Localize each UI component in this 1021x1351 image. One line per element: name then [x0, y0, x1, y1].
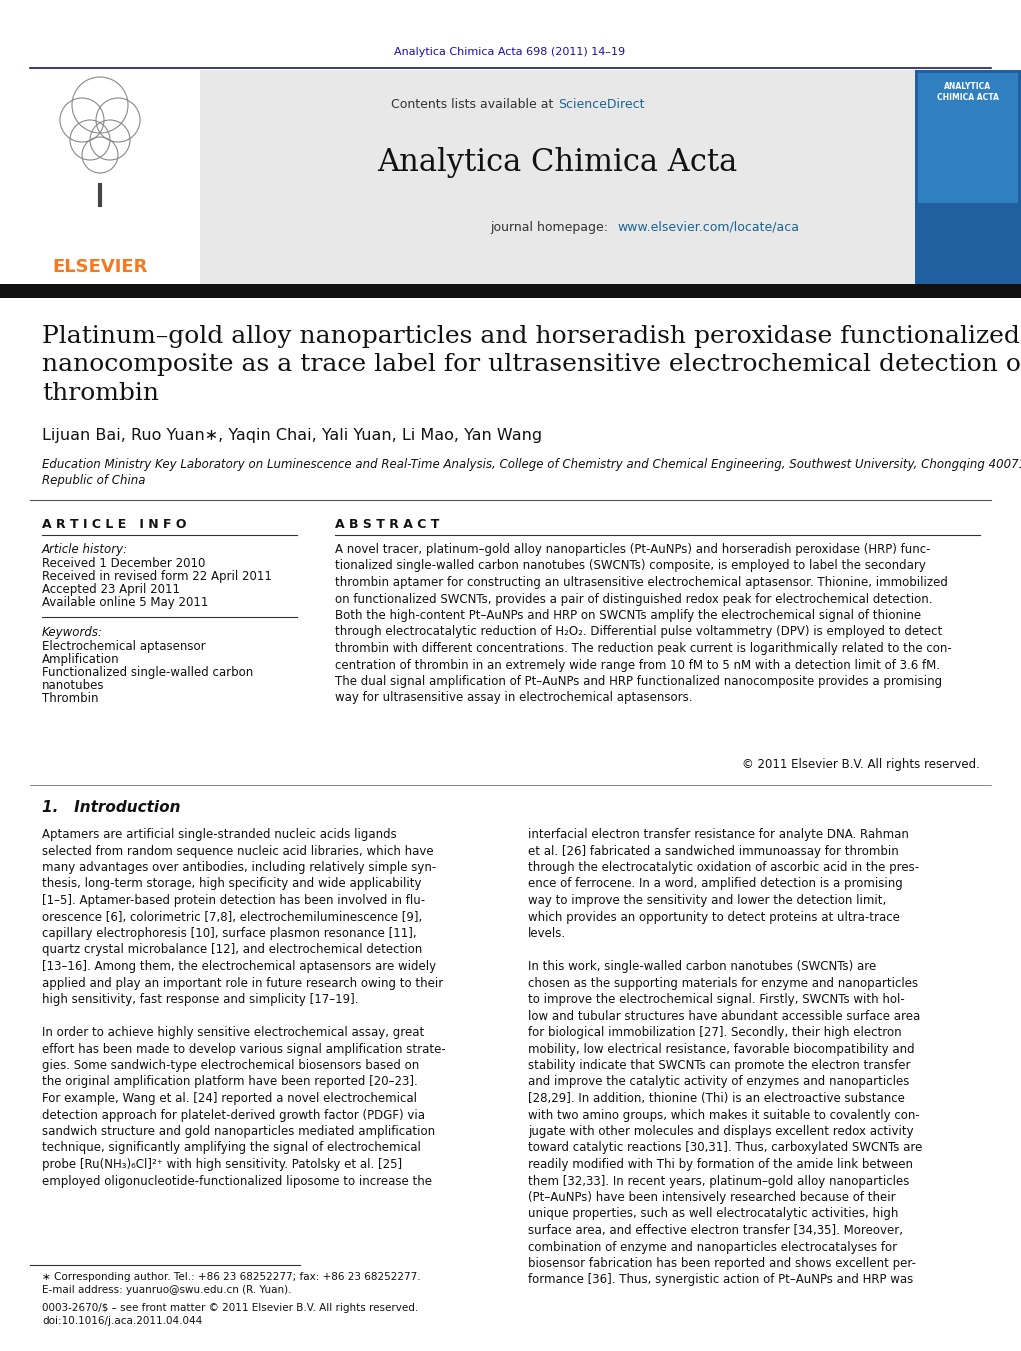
FancyBboxPatch shape	[918, 73, 1018, 203]
Text: Received in revised form 22 April 2011: Received in revised form 22 April 2011	[42, 570, 272, 584]
Text: Received 1 December 2010: Received 1 December 2010	[42, 557, 205, 570]
Text: Amplification: Amplification	[42, 653, 119, 666]
Text: 1.   Introduction: 1. Introduction	[42, 800, 181, 815]
Text: E-mail address: yuanruo@swu.edu.cn (R. Yuan).: E-mail address: yuanruo@swu.edu.cn (R. Y…	[42, 1285, 292, 1296]
Text: A B S T R A C T: A B S T R A C T	[335, 517, 439, 531]
Text: Keywords:: Keywords:	[42, 626, 103, 639]
Text: © 2011 Elsevier B.V. All rights reserved.: © 2011 Elsevier B.V. All rights reserved…	[742, 758, 980, 771]
Text: Aptamers are artificial single-stranded nucleic acids ligands
selected from rand: Aptamers are artificial single-stranded …	[42, 828, 446, 1188]
Text: Analytica Chimica Acta 698 (2011) 14–19: Analytica Chimica Acta 698 (2011) 14–19	[394, 47, 626, 57]
Text: Functionalized single-walled carbon: Functionalized single-walled carbon	[42, 666, 253, 680]
Text: www.elsevier.com/locate/aca: www.elsevier.com/locate/aca	[617, 220, 799, 234]
Text: Platinum–gold alloy nanoparticles and horseradish peroxidase functionalized
nano: Platinum–gold alloy nanoparticles and ho…	[42, 326, 1021, 405]
Text: Accepted 23 April 2011: Accepted 23 April 2011	[42, 584, 180, 596]
FancyBboxPatch shape	[0, 70, 200, 285]
Text: 0003-2670/$ – see front matter © 2011 Elsevier B.V. All rights reserved.: 0003-2670/$ – see front matter © 2011 El…	[42, 1302, 419, 1313]
Text: Article history:: Article history:	[42, 543, 128, 557]
Text: ANALYTICA
CHIMICA ACTA: ANALYTICA CHIMICA ACTA	[937, 82, 999, 103]
Text: ScienceDirect: ScienceDirect	[558, 99, 644, 112]
Text: journal homepage:: journal homepage:	[490, 220, 612, 234]
FancyBboxPatch shape	[0, 70, 1021, 285]
Text: ∗ Corresponding author. Tel.: +86 23 68252277; fax: +86 23 68252277.: ∗ Corresponding author. Tel.: +86 23 682…	[42, 1273, 421, 1282]
Text: Electrochemical aptasensor: Electrochemical aptasensor	[42, 640, 205, 653]
Text: nanotubes: nanotubes	[42, 680, 104, 692]
Text: Lijuan Bai, Ruo Yuan∗, Yaqin Chai, Yali Yuan, Li Mao, Yan Wang: Lijuan Bai, Ruo Yuan∗, Yaqin Chai, Yali …	[42, 428, 542, 443]
Text: A novel tracer, platinum–gold alloy nanoparticles (Pt-AuNPs) and horseradish per: A novel tracer, platinum–gold alloy nano…	[335, 543, 952, 704]
FancyBboxPatch shape	[915, 70, 1021, 285]
Text: Available online 5 May 2011: Available online 5 May 2011	[42, 596, 208, 609]
Text: A R T I C L E   I N F O: A R T I C L E I N F O	[42, 517, 187, 531]
Text: ELSEVIER: ELSEVIER	[52, 258, 148, 276]
Text: doi:10.1016/j.aca.2011.04.044: doi:10.1016/j.aca.2011.04.044	[42, 1316, 202, 1325]
Text: interfacial electron transfer resistance for analyte DNA. Rahman
et al. [26] fab: interfacial electron transfer resistance…	[528, 828, 922, 1286]
Text: Thrombin: Thrombin	[42, 692, 98, 705]
FancyBboxPatch shape	[0, 284, 1021, 299]
Text: Contents lists available at: Contents lists available at	[391, 99, 557, 112]
Text: Education Ministry Key Laboratory on Luminescence and Real-Time Analysis, Colleg: Education Ministry Key Laboratory on Lum…	[42, 458, 1021, 486]
Text: Analytica Chimica Acta: Analytica Chimica Acta	[377, 146, 737, 177]
